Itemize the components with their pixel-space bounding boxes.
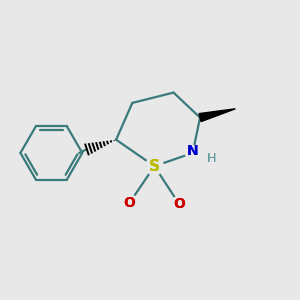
Text: O: O	[124, 196, 135, 210]
Text: N: N	[187, 145, 199, 158]
Circle shape	[146, 158, 163, 175]
Text: O: O	[173, 197, 185, 212]
Text: H: H	[207, 152, 217, 165]
Circle shape	[185, 146, 200, 160]
Circle shape	[171, 196, 188, 213]
Circle shape	[121, 195, 138, 211]
Polygon shape	[199, 109, 236, 122]
Text: S: S	[149, 159, 160, 174]
Text: N: N	[187, 145, 199, 158]
Text: O: O	[124, 196, 135, 210]
Text: S: S	[149, 159, 160, 174]
Text: H: H	[207, 152, 217, 165]
Text: O: O	[173, 197, 185, 212]
